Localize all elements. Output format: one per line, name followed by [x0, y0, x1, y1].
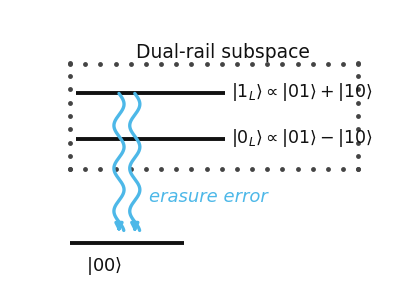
Text: $|00\rangle$: $|00\rangle$	[86, 255, 122, 277]
Text: $|0_L\rangle \propto |01\rangle - |10\rangle$: $|0_L\rangle \propto |01\rangle - |10\ra…	[231, 127, 373, 149]
Text: Dual-rail subspace: Dual-rail subspace	[136, 43, 310, 62]
Text: $|1_L\rangle \propto |01\rangle + |10\rangle$: $|1_L\rangle \propto |01\rangle + |10\ra…	[231, 81, 373, 103]
Bar	[70, 63, 358, 170]
Text: erasure error: erasure error	[149, 188, 268, 206]
